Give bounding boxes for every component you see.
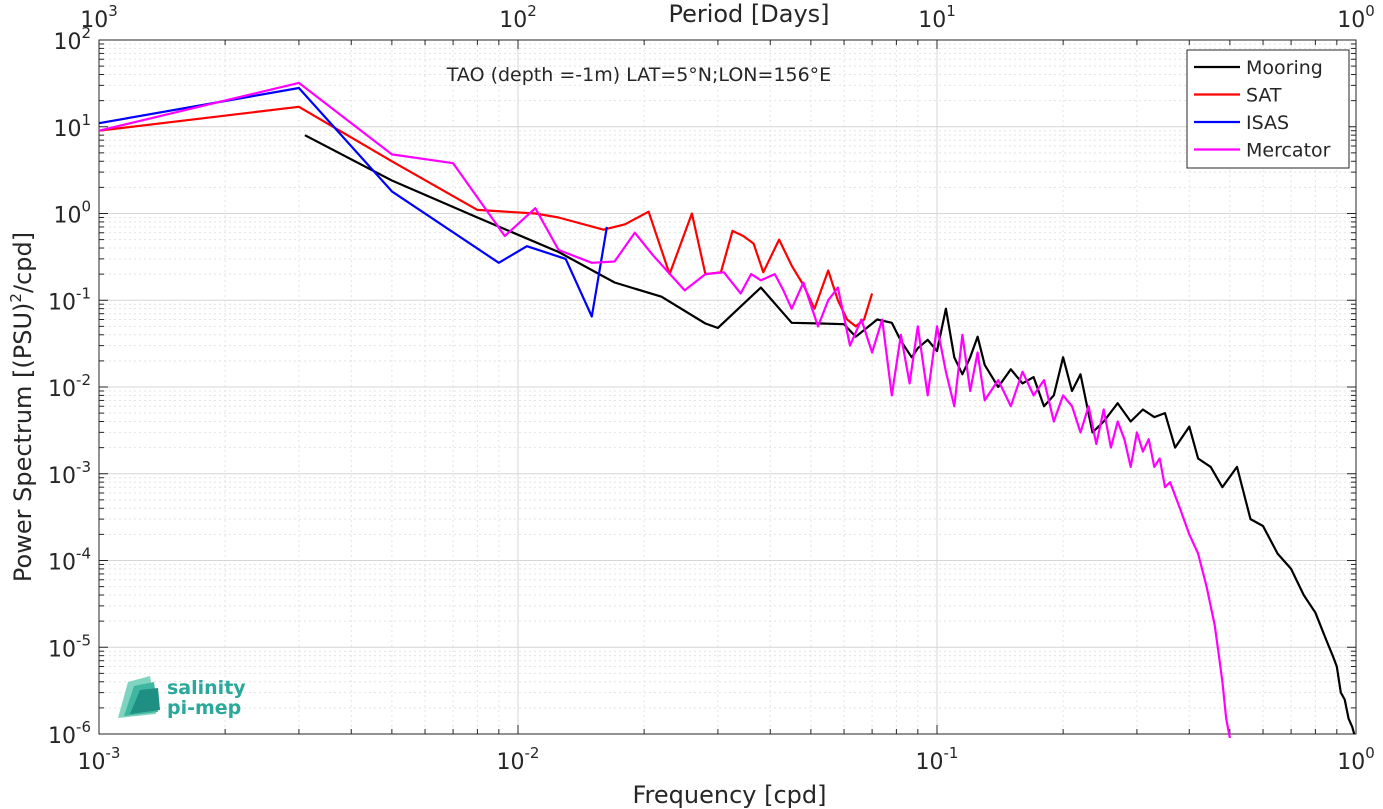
series-line-mooring bbox=[304, 134, 1356, 735]
x-tick-label: 10-2 bbox=[497, 744, 540, 775]
y-tick-label-base: 10 bbox=[48, 637, 76, 662]
x-axis-title: Frequency [cpd] bbox=[632, 781, 826, 809]
y-tick-label-exp: 1 bbox=[81, 111, 91, 129]
y-tick-label-base: 10 bbox=[48, 377, 76, 402]
x-tick-label: 10-1 bbox=[916, 744, 959, 775]
x2-tick-label: 103 bbox=[80, 2, 118, 33]
legend-label: Mooring bbox=[1246, 57, 1323, 79]
y-tick-label-exp: 2 bbox=[81, 24, 91, 42]
y-tick-label-base: 10 bbox=[48, 551, 76, 576]
series-line-isas bbox=[98, 86, 608, 318]
x2-tick-label-base: 10 bbox=[1337, 8, 1365, 33]
y-tick-label: 10-4 bbox=[48, 545, 91, 576]
legend-box bbox=[1186, 49, 1350, 169]
y-axis-title: Power Spectrum [(PSU)2/cpd] bbox=[7, 232, 37, 582]
y-tick-label-exp: -1 bbox=[76, 284, 91, 302]
series-line-mercator bbox=[98, 81, 1231, 739]
x-tick-label: 100 bbox=[1337, 744, 1375, 775]
y-tick-label: 100 bbox=[53, 198, 91, 229]
x2-tick-label-base: 10 bbox=[918, 8, 946, 33]
y-tick-label: 102 bbox=[53, 24, 91, 55]
legend: Mooring SAT ISAS Mercator bbox=[1186, 49, 1350, 169]
y-tick-label: 10-6 bbox=[48, 718, 91, 749]
x-tick-label-base: 10 bbox=[497, 750, 525, 775]
x-tick-label-base: 10 bbox=[1337, 750, 1365, 775]
x-tick-label-exp: -2 bbox=[525, 744, 540, 762]
x2-tick-label-exp: 1 bbox=[946, 2, 956, 20]
x2-tick-label-base: 10 bbox=[80, 8, 108, 33]
y-tick-label-base: 10 bbox=[53, 204, 81, 229]
logo-mark-icon bbox=[118, 676, 160, 718]
x-tick-label-exp: -1 bbox=[944, 744, 959, 762]
y-tick-label-base: 10 bbox=[48, 724, 76, 749]
chart-title: TAO (depth =-1m) LAT=5°N;LON=156°E bbox=[446, 64, 831, 86]
y-axis-title-main: Power Spectrum [(PSU) bbox=[9, 303, 37, 582]
x2-tick-label-exp: 3 bbox=[108, 2, 118, 20]
x2-tick-label-exp: 2 bbox=[527, 2, 537, 20]
y-tick-label-base: 10 bbox=[48, 464, 76, 489]
y-tick-label-exp: -3 bbox=[76, 458, 91, 476]
series-group bbox=[98, 81, 1356, 739]
x2-tick-label-exp: 0 bbox=[1365, 2, 1375, 20]
y-tick-label: 10-2 bbox=[48, 371, 91, 402]
legend-label: SAT bbox=[1246, 85, 1282, 107]
x-tick-label: 10-3 bbox=[78, 744, 121, 775]
legend-label: Mercator bbox=[1246, 140, 1331, 162]
legend-label: ISAS bbox=[1246, 112, 1289, 134]
x-tick-label-base: 10 bbox=[916, 750, 944, 775]
y-axis-title-tail: /cpd] bbox=[9, 232, 37, 293]
x-tick-label-exp: -3 bbox=[106, 744, 121, 762]
y-tick-label-exp: -5 bbox=[76, 631, 91, 649]
x-tick-label-base: 10 bbox=[78, 750, 106, 775]
logo-text-line2: pi-mep bbox=[167, 697, 241, 719]
y-tick-label: 10-1 bbox=[48, 284, 91, 315]
y-tick-label-exp: 0 bbox=[81, 198, 91, 216]
x2-tick-label: 102 bbox=[499, 2, 537, 33]
y-tick-label: 101 bbox=[53, 111, 91, 142]
x-tick-label-exp: 0 bbox=[1365, 744, 1375, 762]
y-tick-label: 10-3 bbox=[48, 458, 91, 489]
x2-tick-label: 100 bbox=[1337, 2, 1375, 33]
y-tick-label-exp: -6 bbox=[76, 718, 91, 736]
y-axis-title-sup: 2 bbox=[7, 293, 25, 303]
y-tick-label-base: 10 bbox=[48, 290, 76, 315]
x2-tick-label-base: 10 bbox=[499, 8, 527, 33]
y-tick-label-exp: -2 bbox=[76, 371, 91, 389]
x2-tick-label: 101 bbox=[918, 2, 956, 33]
salinity-pimep-logo: salinity pi-mep bbox=[118, 676, 246, 719]
y-tick-label: 10-5 bbox=[48, 631, 91, 662]
y-tick-label-base: 10 bbox=[53, 117, 81, 142]
y-tick-label-exp: -4 bbox=[76, 545, 91, 563]
logo-text-line1: salinity bbox=[167, 677, 246, 699]
ticks bbox=[98, 39, 1357, 735]
top-axis-title: Period [Days] bbox=[668, 0, 829, 28]
y-tick-label-base: 10 bbox=[53, 30, 81, 55]
